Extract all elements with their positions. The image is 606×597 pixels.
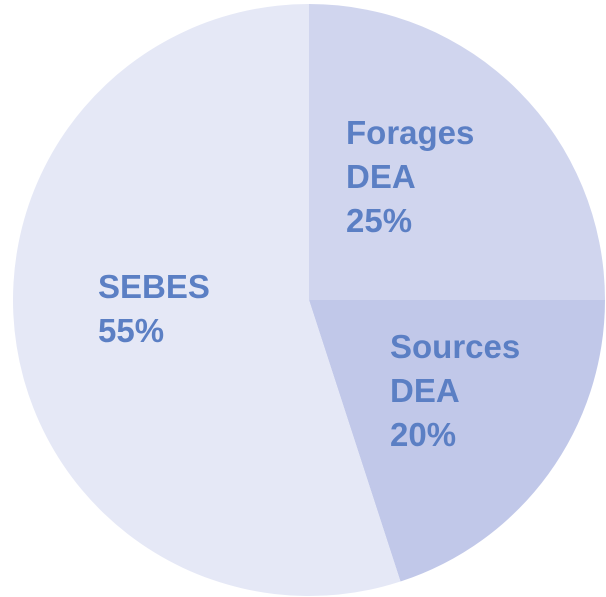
slice-name: Sources DEA [390, 328, 521, 409]
pie-slice [309, 300, 605, 582]
slice-value: 25% [346, 202, 413, 239]
slice-value: 20% [390, 416, 457, 453]
slice-name: Forages DEA [346, 114, 475, 195]
slice-name: SEBES [98, 268, 210, 305]
pie-slice [309, 4, 605, 300]
slice-label: SEBES 55% [98, 265, 210, 353]
pie-slice [13, 4, 401, 596]
slice-label: Sources DEA 20% [390, 325, 520, 457]
slice-value: 55% [98, 312, 165, 349]
slice-label: Forages DEA 25% [346, 111, 474, 243]
